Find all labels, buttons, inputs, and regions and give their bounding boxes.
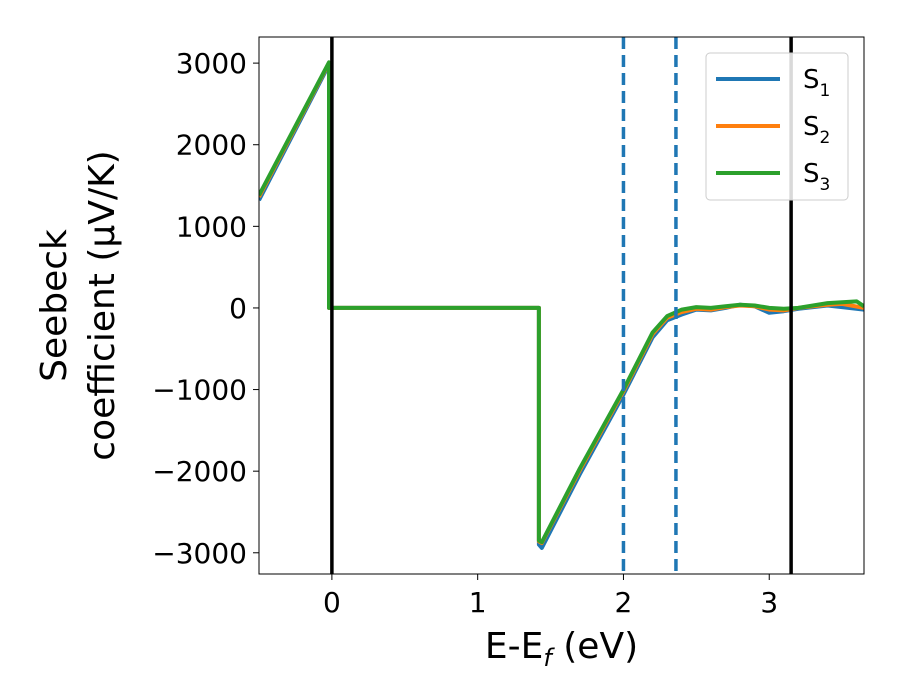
y-axis-title: Seebeck coefficient (μV/K) <box>34 150 123 460</box>
legend-label-s1: S1 <box>803 65 830 101</box>
x-axis-title: E-Ef (eV) <box>485 626 638 672</box>
y-tick-label: 3000 <box>176 47 247 80</box>
y-tick-label: 2000 <box>176 129 247 162</box>
y-axis-title-line-1: Seebeck <box>34 229 75 382</box>
y-tick-label: 0 <box>229 292 247 325</box>
x-tick-label: 1 <box>469 586 487 619</box>
legend-label-s3: S3 <box>803 159 830 195</box>
legend: S1 S2 S3 <box>705 52 849 201</box>
x-tick-label: 2 <box>615 586 633 619</box>
series-line-s3 <box>259 60 864 545</box>
y-tick-label: −3000 <box>152 537 247 570</box>
series-layer <box>259 60 864 550</box>
x-tick-label: 0 <box>323 586 341 619</box>
y-axis-title-line-2: coefficient (μV/K) <box>82 150 123 460</box>
y-tick-label: 1000 <box>176 210 247 243</box>
y-axis-ticks: 3000 2000 1000 0 −1000 −2000 −3000 <box>152 47 259 570</box>
y-tick-label: −1000 <box>152 374 247 407</box>
y-tick-label: −2000 <box>152 455 247 488</box>
axes-frame <box>258 36 865 575</box>
legend-label-s2: S2 <box>803 112 830 148</box>
x-axis-ticks: 0 1 2 3 <box>323 574 778 619</box>
x-tick-label: 3 <box>760 586 778 619</box>
